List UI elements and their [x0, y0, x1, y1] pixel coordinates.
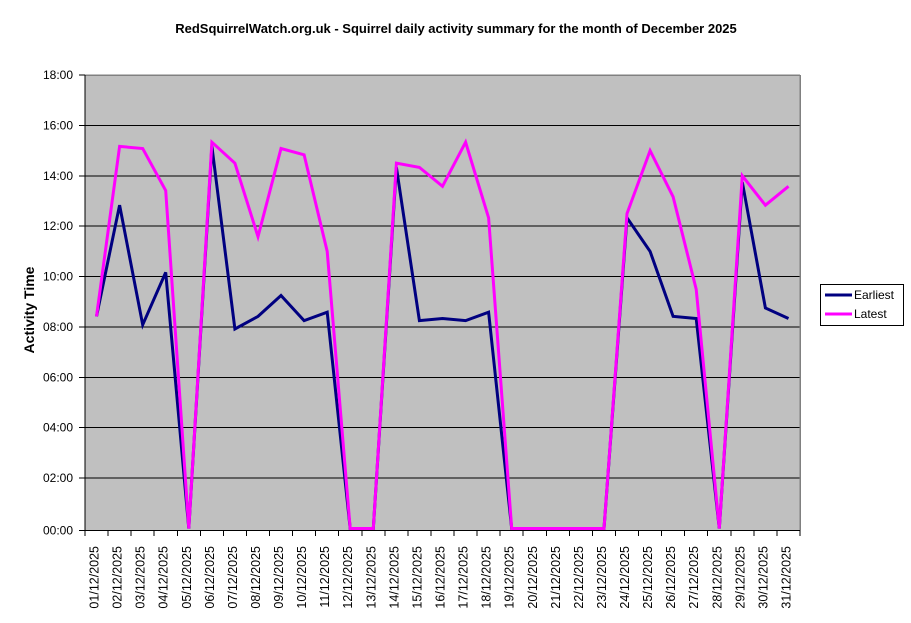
y-tick-label: 04:00 — [43, 421, 73, 435]
x-tick-label: 08/12/2025 — [249, 546, 263, 609]
x-tick-label: 28/12/2025 — [710, 546, 724, 609]
legend: Earliest Latest — [820, 284, 904, 326]
chart-title: RedSquirrelWatch.org.uk - Squirrel daily… — [175, 21, 737, 36]
y-tick-label: 06:00 — [43, 370, 73, 384]
x-tick-label: 01/12/2025 — [88, 546, 102, 609]
x-tick-label: 30/12/2025 — [756, 546, 770, 609]
x-tick-label: 20/12/2025 — [526, 546, 540, 609]
x-tick-label: 31/12/2025 — [779, 546, 793, 609]
y-tick-label: 08:00 — [43, 320, 73, 334]
plot-area: 00:00 02:00 04:00 06:00 08:00 10:00 12:00 14:00… — [43, 68, 801, 609]
series-line-latest — [95, 138, 790, 530]
x-tick-label: 27/12/2025 — [687, 546, 701, 609]
legend-label-earliest: Earliest — [854, 288, 895, 302]
y-tick-label: 10:00 — [43, 270, 73, 284]
x-tick-label: 21/12/2025 — [549, 546, 563, 609]
y-tick-label: 18:00 — [43, 68, 73, 82]
y-tick-label: 02:00 — [43, 471, 73, 485]
x-tick-label: 29/12/2025 — [733, 546, 747, 609]
y-tick-label: 12:00 — [43, 219, 73, 233]
y-tick-label: 00:00 — [43, 524, 73, 538]
x-tick-label: 05/12/2025 — [180, 546, 194, 609]
legend-box — [820, 284, 904, 326]
x-tick-label: 19/12/2025 — [503, 546, 517, 609]
x-tick-label: 25/12/2025 — [641, 546, 655, 609]
x-tick-label: 15/12/2025 — [410, 546, 424, 609]
x-tick-label: 17/12/2025 — [457, 546, 471, 609]
x-tick-label: 03/12/2025 — [134, 546, 148, 609]
x-tick-label: 16/12/2025 — [434, 546, 448, 609]
x-tick-label: 10/12/2025 — [295, 546, 309, 609]
x-tick-label: 11/12/2025 — [318, 546, 332, 608]
x-tick-label: 26/12/2025 — [664, 546, 678, 609]
x-tick-label: 09/12/2025 — [272, 546, 286, 609]
legend-label-latest: Latest — [854, 307, 887, 321]
x-tick-label: 18/12/2025 — [480, 546, 494, 609]
x-tick-label: 14/12/2025 — [387, 546, 401, 609]
x-tick-label: 07/12/2025 — [226, 546, 240, 609]
x-tick-label: 23/12/2025 — [595, 546, 609, 609]
x-tick-label: 04/12/2025 — [157, 546, 171, 609]
y-axis-title: Activity Time — [21, 266, 37, 353]
x-tick-label: 13/12/2025 — [364, 546, 378, 609]
x-tick-label: 22/12/2025 — [572, 546, 586, 609]
x-tick-label: 12/12/2025 — [341, 546, 355, 609]
x-tick-label: 06/12/2025 — [203, 546, 217, 609]
y-tick-label: 14:00 — [43, 169, 73, 183]
x-tick-label: 02/12/2025 — [111, 546, 125, 609]
x-tick-label: 24/12/2025 — [618, 546, 632, 609]
plot-background — [85, 75, 800, 531]
y-tick-label: 16:00 — [43, 118, 73, 132]
